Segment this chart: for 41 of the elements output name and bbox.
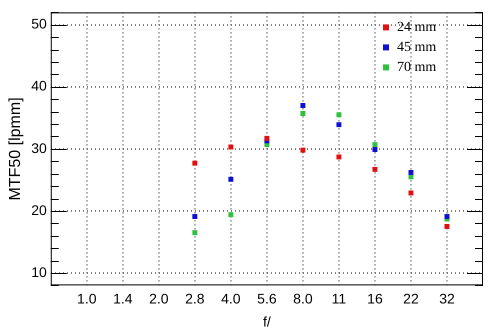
y-tick-label: 40 bbox=[31, 78, 47, 94]
point bbox=[408, 174, 414, 180]
x-tick-label: 5.6 bbox=[257, 290, 277, 307]
point bbox=[228, 212, 234, 218]
point bbox=[408, 190, 414, 196]
point bbox=[444, 214, 450, 220]
x-tick-label: 1.4 bbox=[113, 290, 133, 307]
x-axis-title: f/ bbox=[262, 313, 271, 330]
point bbox=[336, 112, 342, 118]
point bbox=[408, 170, 414, 175]
point bbox=[192, 230, 198, 236]
x-tick-label: 8.0 bbox=[293, 290, 313, 307]
x-tick-label: 4.0 bbox=[221, 290, 241, 307]
point bbox=[300, 148, 306, 153]
point bbox=[372, 142, 378, 148]
point bbox=[300, 111, 306, 116]
x-tick-label: 32 bbox=[439, 290, 455, 307]
x-tick-label: 22 bbox=[403, 290, 419, 307]
x-tick-label: 1.0 bbox=[77, 290, 97, 307]
legend-label: 45 mm bbox=[397, 40, 436, 56]
point bbox=[300, 102, 306, 108]
x-tick-label: 2.8 bbox=[185, 290, 205, 307]
point bbox=[372, 147, 378, 152]
x-tick-label: 2.0 bbox=[149, 290, 169, 307]
y-tick-label: 20 bbox=[31, 202, 47, 218]
y-tick-label: 50 bbox=[31, 16, 47, 32]
point bbox=[336, 122, 342, 128]
point bbox=[192, 214, 198, 220]
y-tick-label: 30 bbox=[31, 140, 47, 156]
point bbox=[192, 160, 198, 166]
legend-label: 70 mm bbox=[397, 60, 436, 76]
x-tick-label: 11 bbox=[332, 290, 346, 307]
point bbox=[264, 136, 270, 141]
point bbox=[228, 144, 234, 150]
y-tick-label: 10 bbox=[31, 264, 47, 280]
point bbox=[444, 224, 450, 229]
y-axis-title: MTF50 [lpmm] bbox=[7, 97, 24, 200]
x-tick-label: 16 bbox=[367, 290, 383, 307]
point bbox=[372, 166, 378, 172]
point bbox=[228, 176, 234, 182]
point bbox=[336, 154, 342, 160]
